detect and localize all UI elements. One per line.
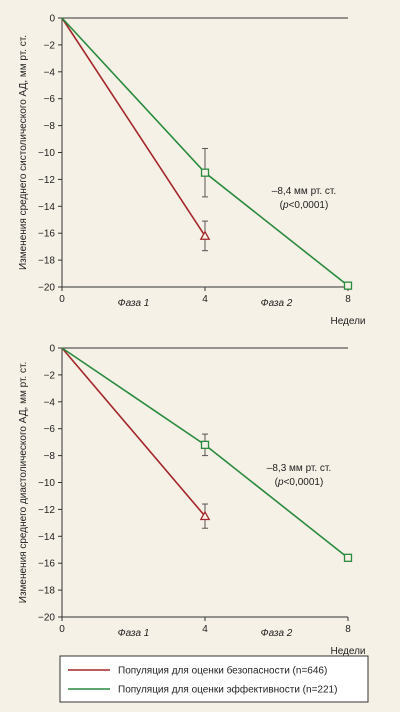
y-tick-label: −12: [38, 175, 55, 186]
y-tick-label: −8: [44, 451, 56, 462]
safety-series-line: [61, 347, 206, 517]
efficacy-square-marker: [343, 281, 353, 290]
legend-box: [59, 655, 369, 703]
p-value-annotation: (p<0,0001): [275, 477, 324, 488]
efficacy-square-marker: [200, 440, 210, 449]
y-tick-label: −2: [44, 40, 56, 51]
y-tick-label: −2: [44, 370, 56, 381]
legend-safety-label: Популяция для оценки безопасности (n=646…: [118, 665, 327, 677]
legend: Популяция для оценки безопасности (n=646…: [59, 655, 369, 703]
y-tick-label: −14: [38, 532, 55, 543]
y-tick-label: −12: [38, 505, 55, 516]
y-tick-label: −18: [38, 586, 55, 597]
y-tick-label: 0: [49, 344, 55, 355]
x-axis-title: Недели: [330, 646, 365, 657]
systolic-chart: 0 −2 −4 −6 −8 −10 −12 −14 −16 −18 −20 0 4 8 Недели Фаза…: [18, 14, 366, 328]
safety-triangle-marker: [199, 510, 211, 521]
phase-2-label: Фаза 2: [261, 628, 293, 639]
legend-efficacy-label: Популяция для оценки эффективности (n=22…: [118, 684, 337, 696]
p-value-annotation: (p<0,0001): [280, 200, 329, 211]
y-tick-label: −16: [38, 559, 55, 570]
y-tick-label: −10: [38, 478, 55, 489]
safety-triangle-marker: [199, 230, 211, 240]
difference-annotation: –8,4 мм рт. ст.: [272, 186, 336, 197]
y-tick-label: −6: [44, 94, 56, 105]
y-tick-label: −4: [44, 67, 56, 78]
y-tick-label: −10: [38, 148, 55, 159]
difference-annotation: –8,3 мм рт. ст.: [267, 463, 331, 474]
y-axis-title: Изменения среднего систолического АД, мм…: [18, 35, 29, 270]
x-tick-label: 0: [59, 624, 65, 635]
safety-series-line: [61, 17, 206, 237]
y-tick-label: −4: [44, 397, 56, 408]
y-tick-label: −14: [38, 202, 55, 213]
y-tick-label: −20: [38, 613, 55, 624]
x-tick-label: 8: [345, 294, 351, 305]
y-tick-label: −16: [38, 229, 55, 240]
y-tick-label: −18: [38, 256, 55, 267]
y-tick-label: 0: [49, 14, 55, 25]
y-tick-label: −6: [44, 424, 56, 435]
phase-1-label: Фаза 1: [118, 298, 150, 309]
x-axis-title: Недели: [330, 316, 365, 327]
phase-2-label: Фаза 2: [261, 298, 293, 309]
y-tick-label: −8: [44, 121, 56, 132]
x-tick-label: 4: [202, 294, 208, 305]
x-tick-label: 0: [59, 294, 65, 305]
y-axis-title: Изменения среднего диастолического АД, м…: [18, 362, 29, 603]
x-tick-label: 8: [345, 624, 351, 635]
phase-1-label: Фаза 1: [118, 628, 150, 639]
efficacy-square-marker: [200, 168, 210, 177]
x-tick-label: 4: [202, 624, 208, 635]
y-tick-label: −20: [38, 283, 55, 294]
efficacy-square-marker: [343, 553, 353, 562]
diastolic-chart: 0 −2 −4 −6 −8 −10 −12 −14 −16 −18 −20 0 4 8 Недели Фаза…: [18, 344, 366, 658]
